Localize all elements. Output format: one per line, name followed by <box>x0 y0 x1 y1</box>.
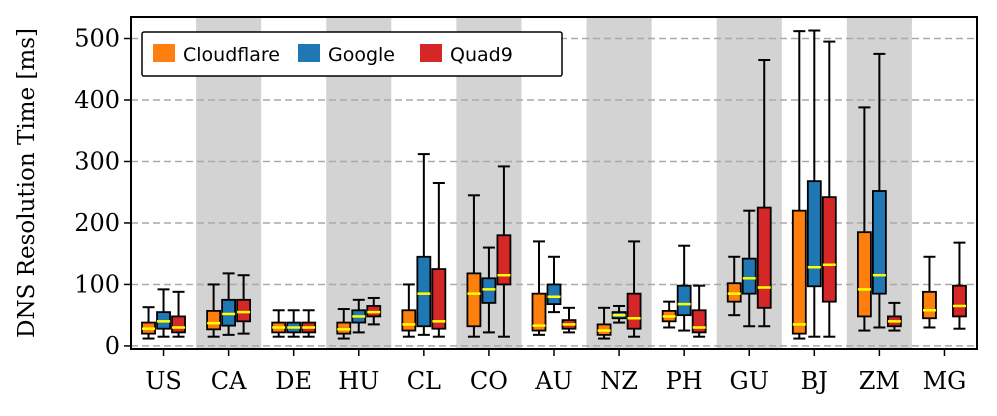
box-body <box>952 284 967 318</box>
box-google-ca <box>221 272 237 336</box>
legend-label-cloudflare: Cloudflare <box>183 44 280 66</box>
box-quad9-co <box>496 165 512 338</box>
box-cloudflare-us <box>141 306 156 340</box>
box-google-ph <box>676 244 692 332</box>
box-cloudflare-zm <box>856 106 872 332</box>
box-quad9-zm <box>886 301 902 332</box>
box-quad9-gu <box>756 59 772 328</box>
box-body <box>856 231 872 318</box>
x-tick-label: DE <box>275 367 312 395</box>
y-tick-label: 400 <box>74 86 120 114</box>
box-cloudflare-cl <box>401 283 417 338</box>
box-body <box>821 196 837 303</box>
x-axis: US CA DE HU CL CO AU NZ PH GU BJ ZM MG <box>145 349 966 395</box>
legend-box <box>141 31 563 77</box>
x-tick-label: PH <box>666 367 703 395</box>
box-google-hu <box>351 298 367 334</box>
box-body <box>171 315 186 334</box>
legend-label-quad9: Quad9 <box>450 44 513 66</box>
box-cloudflare-nz <box>596 306 612 340</box>
box-body <box>791 209 807 335</box>
legend: Cloudflare Google Quad9 <box>141 31 563 77</box>
y-tick-label: 200 <box>74 209 120 237</box>
box-cloudflare-gu <box>726 255 742 317</box>
box-body <box>416 255 432 328</box>
x-tick-label: BJ <box>801 367 828 395</box>
y-tick-label: 300 <box>74 147 120 175</box>
box-quad9-nz <box>626 240 642 338</box>
box-quad9-cl <box>431 182 447 338</box>
box-quad9-de <box>301 309 317 338</box>
x-tick-label: CL <box>407 367 441 395</box>
box-cloudflare-bj <box>791 30 807 340</box>
box-cloudflare-mg <box>922 255 937 329</box>
box-body <box>546 283 562 306</box>
box-quad9-hu <box>366 296 382 326</box>
legend-swatch-google <box>298 44 320 62</box>
box-body <box>676 284 692 317</box>
box-google-nz <box>611 304 627 324</box>
x-tick-label: ZM <box>859 367 900 395</box>
x-tick-label: MG <box>923 367 967 395</box>
box-body <box>206 309 222 331</box>
box-cloudflare-de <box>271 309 287 338</box>
box-google-gu <box>741 209 757 328</box>
box-cloudflare-co <box>466 194 482 338</box>
box-quad9-mg <box>952 241 967 330</box>
box-body <box>431 268 447 330</box>
x-tick-label: CA <box>211 367 247 395</box>
box-body <box>871 190 887 295</box>
x-tick-label: AU <box>534 367 573 395</box>
box-google-zm <box>871 52 887 329</box>
box-google-au <box>546 255 562 314</box>
x-tick-label: CO <box>470 367 508 395</box>
box-body <box>401 309 417 332</box>
box-body <box>922 290 937 320</box>
box-google-cl <box>416 153 432 336</box>
box-quad9-au <box>561 306 577 334</box>
box-body <box>466 272 482 328</box>
box-body <box>531 292 547 332</box>
x-tick-label: NZ <box>600 367 638 395</box>
y-tick-label: 500 <box>74 25 120 53</box>
x-tick-label: HU <box>338 367 379 395</box>
box-body <box>756 206 772 309</box>
box-series <box>141 29 967 340</box>
box-quad9-ca <box>236 274 252 335</box>
box-quad9-ph <box>691 284 707 338</box>
box-google-us <box>156 288 171 338</box>
box-google-co <box>481 246 497 334</box>
legend-label-google: Google <box>328 44 395 66</box>
x-tick-label: GU <box>730 367 769 395</box>
box-google-de <box>286 309 302 338</box>
box-body <box>741 257 757 295</box>
box-body <box>691 309 707 334</box>
box-body <box>806 180 822 288</box>
legend-swatch-quad9 <box>420 44 442 62</box>
box-quad9-bj <box>821 40 837 338</box>
shaded-band-nz <box>586 17 652 349</box>
y-axis: 0 100 200 300 400 500 <box>74 25 131 360</box>
box-cloudflare-hu <box>336 308 352 340</box>
x-tick-label: US <box>145 367 182 395</box>
box-cloudflare-au <box>531 240 547 336</box>
y-tick-label: 100 <box>74 270 120 298</box>
legend-swatch-cloudflare <box>153 44 175 62</box>
box-body <box>626 292 642 330</box>
box-body <box>496 234 512 286</box>
y-tick-label: 0 <box>105 332 120 360</box>
box-cloudflare-ca <box>206 283 222 338</box>
y-axis-label: DNS Resolution Time [ms] <box>14 28 40 338</box>
box-body <box>236 298 252 323</box>
box-cloudflare-ph <box>661 300 677 329</box>
box-google-bj <box>806 29 822 338</box>
box-quad9-us <box>171 290 186 338</box>
